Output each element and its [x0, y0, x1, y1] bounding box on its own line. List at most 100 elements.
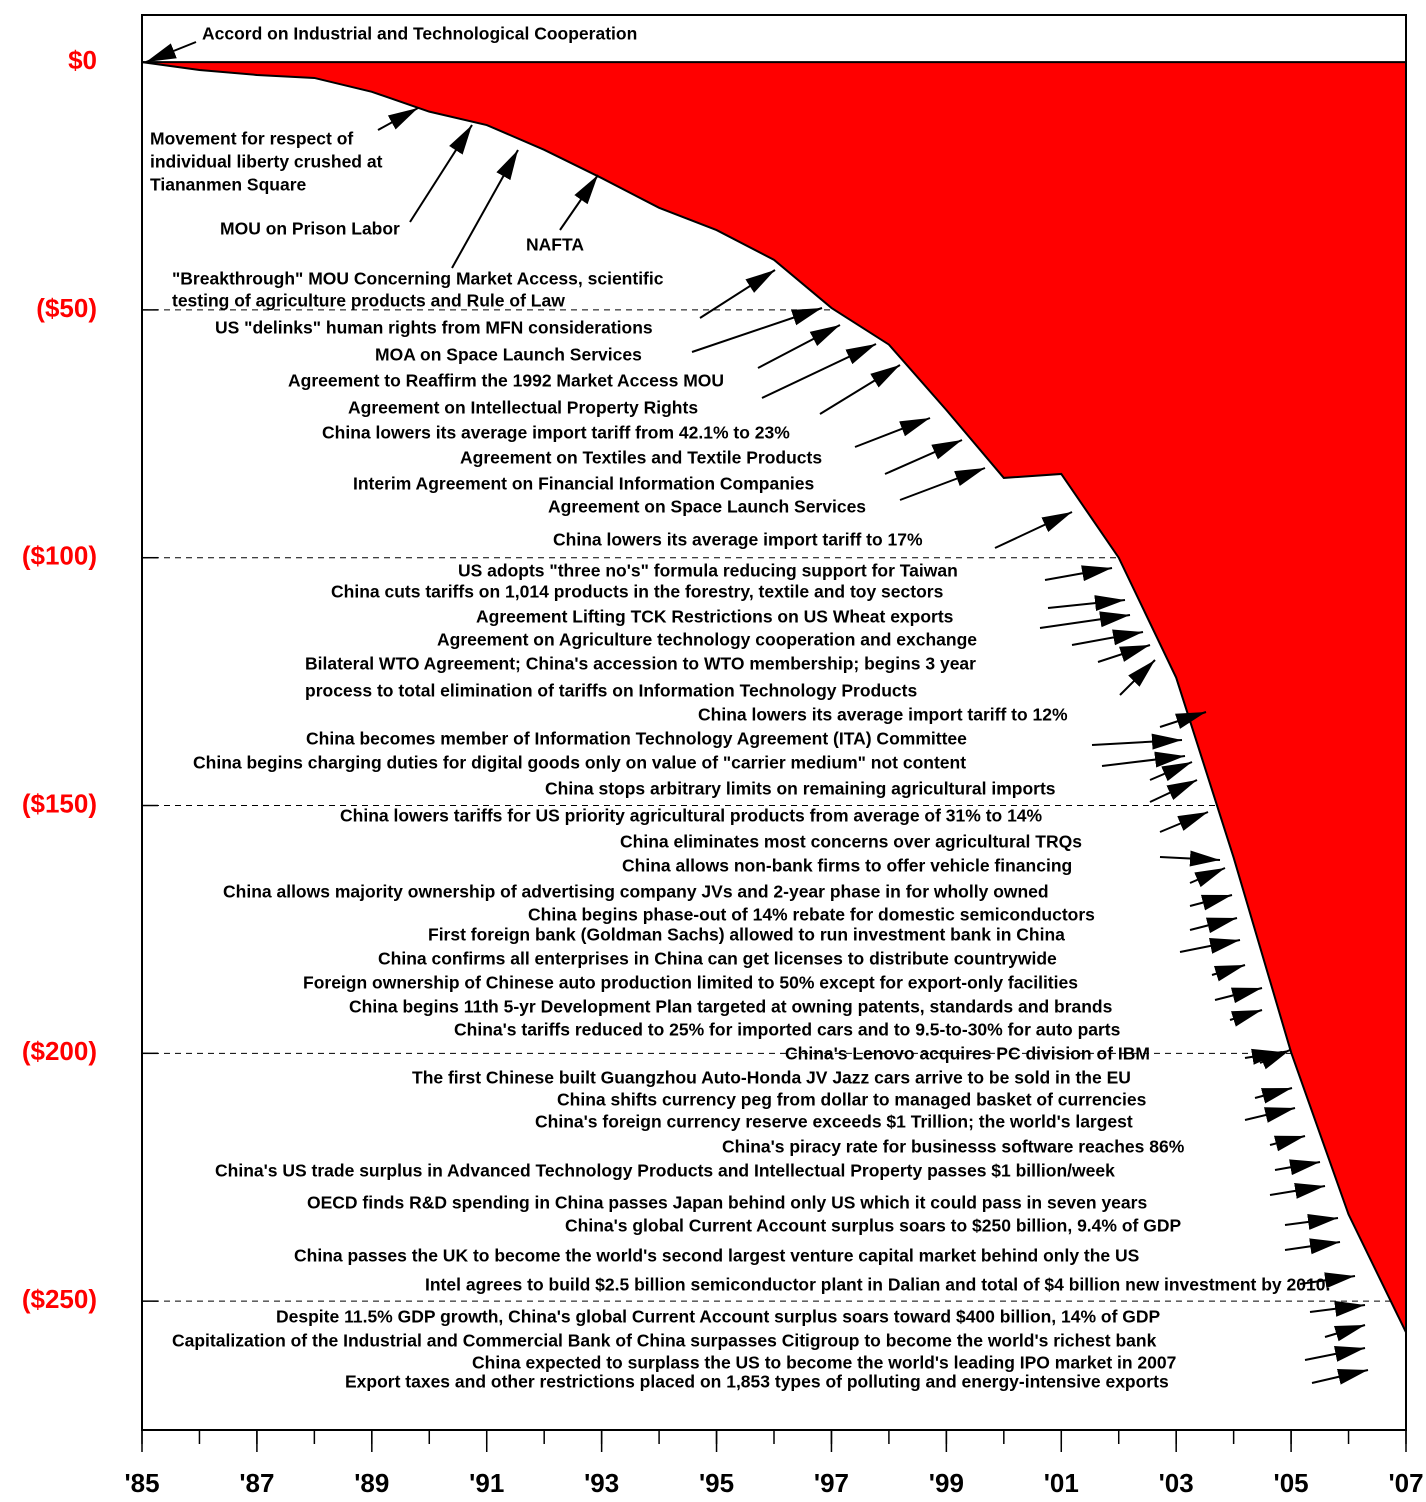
x-tick-label: '03 — [1159, 1468, 1194, 1498]
x-tick-label: '93 — [584, 1468, 619, 1498]
x-tick-label: '01 — [1044, 1468, 1079, 1498]
annotation: MOU on Prison Labor — [220, 219, 400, 239]
annotation-arrow — [699, 269, 776, 319]
x-tick-label: '85 — [124, 1468, 159, 1498]
x-tick-label: '05 — [1274, 1468, 1309, 1498]
annotation: testing of agriculture products and Rule… — [172, 291, 565, 311]
annotation: China becomes member of Information Tech… — [306, 729, 967, 749]
annotation-arrow — [1309, 1300, 1366, 1317]
annotation: China stops arbitrary limits on remainin… — [545, 779, 1056, 799]
annotation-arrow — [1149, 761, 1193, 782]
annotation-arrow — [1269, 1182, 1326, 1199]
annotation-arrow — [1214, 987, 1263, 1004]
annotation: China cuts tariffs on 1,014 products in … — [331, 582, 944, 602]
area-line — [141, 61, 1407, 1333]
annotation: US "delinks" human rights from MFN consi… — [215, 318, 653, 338]
annotation-arrow — [854, 417, 931, 448]
annotation: China allows non-bank firms to offer veh… — [622, 856, 1072, 876]
annotation-arrow — [1159, 811, 1209, 833]
annotation: Agreement on Intellectual Property Right… — [348, 398, 698, 418]
annotation: China expected to surplass the US to bec… — [472, 1353, 1176, 1373]
annotation: China lowers its average import tariff t… — [553, 530, 923, 550]
annotation-arrow — [819, 364, 901, 415]
annotation-arrow — [1149, 779, 1198, 803]
annotation-arrow — [1311, 1368, 1369, 1385]
annotation-arrow — [899, 467, 986, 501]
annotation: China confirms all enterprises in China … — [378, 949, 1057, 969]
annotation: China's global Current Account surplus s… — [565, 1216, 1181, 1236]
annotation-arrow — [757, 324, 841, 369]
annotation: Agreement on Agriculture technology coop… — [437, 630, 977, 650]
annotation: The first Chinese built Guangzhou Auto-H… — [412, 1068, 1131, 1088]
annotation-arrow — [1299, 1272, 1356, 1289]
annotation-arrow — [1159, 850, 1221, 867]
annotation: Capitalization of the Industrial and Com… — [172, 1331, 1157, 1351]
annotation-arrow — [1229, 1009, 1263, 1027]
annotation-arrow — [1254, 1087, 1293, 1104]
annotation-arrow — [1284, 1213, 1339, 1230]
annotation: China passes the UK to become the world'… — [294, 1246, 1139, 1266]
annotation: NAFTA — [526, 235, 584, 255]
annotation: "Breakthrough" MOU Concerning Market Acc… — [172, 269, 664, 289]
annotation: Foreign ownership of Chinese auto produc… — [303, 973, 1078, 993]
y-tick-label: ($150) — [22, 788, 97, 818]
annotation: First foreign bank (Goldman Sachs) allow… — [428, 925, 1065, 945]
annotation-arrow — [1269, 1135, 1306, 1152]
annotation-arrow — [409, 124, 473, 223]
annotation-arrow — [1179, 938, 1241, 954]
annotation-arrow — [1047, 595, 1126, 612]
x-tick-label: '87 — [239, 1468, 274, 1498]
annotation: Movement for respect of — [150, 129, 353, 149]
x-tick-label: '95 — [699, 1468, 734, 1498]
annotation: China begins phase-out of 14% rebate for… — [528, 905, 1095, 925]
annotation: Agreement on Space Launch Services — [548, 497, 866, 517]
annotation: China shifts currency peg from dollar to… — [557, 1090, 1147, 1110]
annotation-arrow — [377, 107, 419, 131]
y-tick-label: ($250) — [22, 1284, 97, 1314]
y-tick-label: ($50) — [36, 293, 97, 323]
annotation-arrow — [1244, 1107, 1296, 1123]
annotation: China begins charging duties for digital… — [193, 753, 966, 773]
annotation-arrow — [884, 439, 963, 475]
annotation: individual liberty crushed at — [150, 152, 383, 172]
annotation-arrow — [451, 149, 519, 269]
annotation-arrow — [1274, 1159, 1321, 1176]
area — [142, 62, 1406, 1333]
x-tick-label: '91 — [469, 1468, 504, 1498]
x-tick-label: '97 — [814, 1468, 849, 1498]
annotation: China lowers its average import tariff f… — [322, 423, 790, 443]
annotation: Agreement to Reaffirm the 1992 Market Ac… — [288, 371, 724, 391]
annotation: China allows majority ownership of adver… — [223, 882, 1049, 902]
annotation-arrow — [1189, 894, 1233, 911]
annotation-arrow — [1324, 1324, 1366, 1342]
annotation-arrow — [1039, 611, 1131, 629]
annotation: process to total elimination of tariffs … — [305, 681, 917, 701]
annotation: OECD finds R&D spending in China passes … — [307, 1193, 1147, 1213]
y-tick-label: $0 — [68, 45, 97, 75]
y-tick-label: ($200) — [22, 1036, 97, 1066]
annotation-arrow — [994, 511, 1073, 549]
annotation: China lowers its average import tariff t… — [698, 705, 1068, 725]
x-tick-label: '07 — [1388, 1468, 1423, 1498]
annotation-arrow — [1304, 1346, 1366, 1362]
annotation: Tiananmen Square — [150, 175, 307, 195]
annotation: MOA on Space Launch Services — [375, 345, 642, 365]
annotation-arrow — [1259, 1049, 1291, 1070]
annotation-arrow — [145, 41, 197, 63]
annotation: China begins 11th 5-yr Development Plan … — [349, 997, 1113, 1017]
annotation: US adopts "three no's" formula reducing … — [458, 561, 958, 581]
annotation-arrow — [1159, 711, 1207, 729]
annotation-arrow — [1101, 751, 1186, 768]
annotation-arrow — [1189, 867, 1226, 888]
annotation-arrow — [1211, 964, 1246, 982]
annotation: China's US trade surplus in Advanced Tec… — [215, 1161, 1115, 1181]
annotation-arrow — [1284, 1238, 1341, 1255]
annotation: China's Lenovo acquires PC division of I… — [785, 1044, 1150, 1064]
annotation-arrow — [1071, 629, 1144, 646]
annotation-arrow — [761, 343, 877, 399]
annotation-arrow — [559, 174, 599, 231]
annotation: Bilateral WTO Agreement; China's accessi… — [305, 654, 976, 674]
annotation-arrow — [1189, 917, 1238, 934]
annotation: Despite 11.5% GDP growth, China's global… — [276, 1307, 1161, 1327]
